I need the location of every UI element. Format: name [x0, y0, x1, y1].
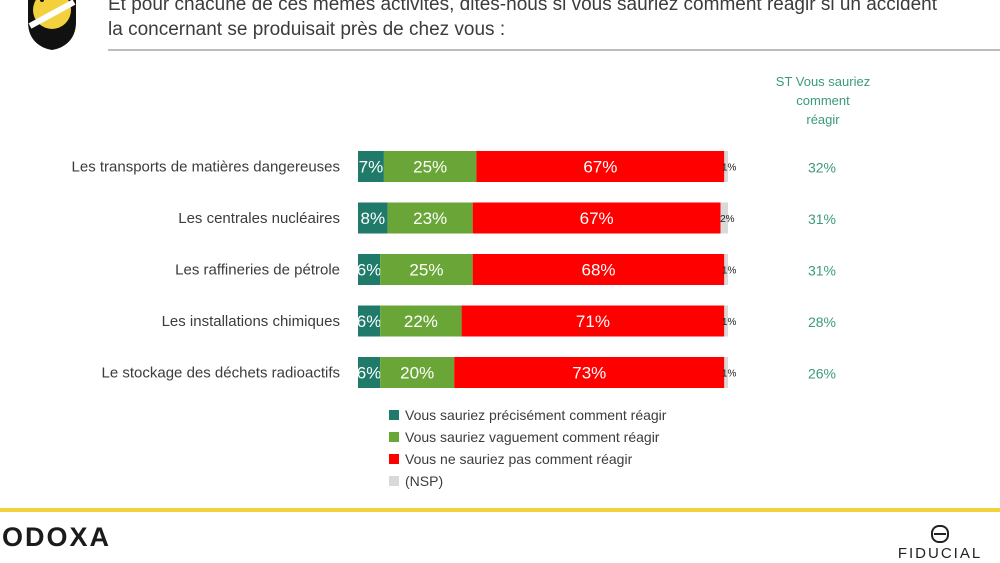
bar-segment: [461, 305, 725, 337]
category-label: Les installations chimiques: [162, 313, 340, 330]
question-text: Et pour chacune de ces mêmes activités, …: [108, 0, 988, 42]
bar-segment: [358, 305, 381, 337]
bar-value-label: 25%: [409, 261, 443, 280]
bar-segment: [380, 357, 455, 388]
legend-label: (NSP): [405, 473, 444, 489]
legend-label: Vous ne sauriez pas comment réagir: [405, 451, 633, 467]
legend-swatch: [389, 476, 399, 486]
bar-segment: [358, 357, 381, 388]
bar-segment: [454, 357, 725, 388]
footer-divider: [0, 508, 1000, 512]
bar-segment: [358, 202, 388, 234]
st-column-header: ST Vous sauriez comment réagir: [760, 72, 886, 129]
bar-value-label: 6%: [357, 312, 382, 331]
bar-segment: [724, 305, 728, 337]
bar-value-label: 1%: [722, 266, 737, 277]
bar-value-label: 2%: [720, 214, 735, 225]
bar-segment: [383, 151, 477, 182]
category-label: Les raffineries de pétrole: [175, 262, 340, 279]
st-value: 31%: [808, 211, 836, 227]
category-label: Les transports de matières dangereuses: [72, 159, 340, 176]
bar-segment: [387, 202, 473, 234]
bar-value-label: 22%: [404, 312, 438, 331]
st-header-line-2: comment: [796, 93, 850, 108]
fiducial-logo: FIDUCIAL: [890, 524, 990, 562]
bar-segment: [472, 254, 725, 285]
legend-item: Vous sauriez précisément comment réagir: [389, 404, 666, 426]
bar-segment: [380, 305, 462, 337]
stacked-bar-chart: Les transports de matières dangereuses 7%…: [72, 151, 836, 388]
bar-segment: [724, 151, 728, 182]
chart-legend: Vous sauriez précisément comment réagir V…: [389, 404, 666, 492]
st-header-line-3: réagir: [806, 112, 840, 127]
bar-value-label: 73%: [572, 364, 606, 383]
bar-value-label: 25%: [413, 158, 447, 177]
bar-value-label: 1%: [722, 317, 737, 328]
bar-value-label: 6%: [357, 364, 382, 383]
fiducial-wordmark: FIDUCIAL: [897, 545, 983, 562]
bar-segment: [380, 254, 473, 285]
bar-value-label: 7%: [359, 158, 384, 177]
bar-value-label: 67%: [580, 209, 614, 228]
bar-segment: [476, 151, 725, 182]
bar-value-label: 68%: [581, 261, 615, 280]
fiducial-mark-icon: [931, 525, 949, 543]
bar-value-label: 8%: [361, 209, 386, 228]
st-value: 31%: [808, 263, 836, 279]
legend-swatch: [389, 454, 399, 464]
bar-value-label: 23%: [413, 209, 447, 228]
question-line-2: la concernant se produisait près de chez…: [108, 19, 506, 40]
legend-swatch: [389, 432, 399, 442]
category-label: Les centrales nucléaires: [178, 210, 340, 227]
header-divider: [108, 49, 1000, 51]
bar-segment: [724, 357, 728, 388]
bar-segment: [472, 202, 721, 234]
bar-segment: [358, 151, 384, 182]
legend-label: Vous sauriez précisément comment réagir: [405, 407, 667, 423]
legend-label: Vous sauriez vaguement comment réagir: [405, 429, 660, 445]
odoxa-badge-icon: [28, 0, 76, 50]
legend-item: Vous sauriez vaguement comment réagir: [389, 426, 666, 448]
bar-segment: [358, 254, 381, 285]
st-value: 28%: [808, 314, 836, 330]
legend-swatch: [389, 410, 399, 420]
bar-segment: [720, 202, 728, 234]
bar-value-label: 67%: [583, 158, 617, 177]
category-label: Le stockage des déchets radioactifs: [102, 365, 340, 382]
legend-item: Vous ne sauriez pas comment réagir: [389, 448, 666, 470]
legend-item: (NSP): [389, 470, 666, 492]
st-header-line-1: ST Vous sauriez: [775, 74, 871, 89]
bar-segment: [724, 254, 728, 285]
question-line-1: Et pour chacune de ces mêmes activités, …: [108, 0, 937, 15]
st-value: 32%: [808, 160, 836, 176]
bar-value-label: 20%: [400, 364, 434, 383]
bar-value-label: 1%: [722, 369, 737, 380]
bar-value-label: 6%: [357, 261, 382, 280]
st-value: 26%: [808, 366, 836, 382]
bar-value-label: 71%: [576, 312, 610, 331]
odoxa-logo: ODOXA: [2, 522, 112, 552]
bar-value-label: 1%: [722, 163, 737, 174]
